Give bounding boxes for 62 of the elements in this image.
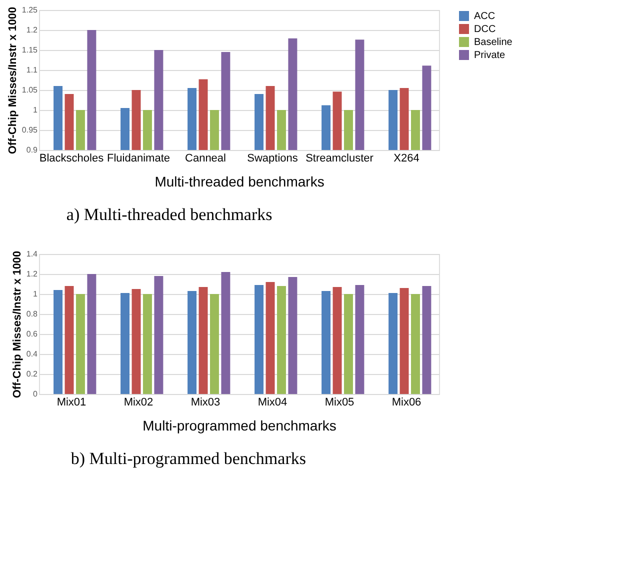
bar (64, 286, 74, 394)
bar (210, 294, 219, 394)
x-axis-title: Multi-threaded benchmarks (154, 174, 324, 190)
x-tick-label: Mix05 (324, 396, 354, 408)
x-tick-label: Blackscholes (39, 152, 104, 164)
bar (355, 285, 364, 394)
x-tick-label: Mix04 (258, 396, 288, 408)
bar (120, 293, 130, 394)
y-tick-label: 0 (33, 390, 38, 398)
bar (276, 286, 286, 394)
y-axis-title: Off-Chip Misses/Instr x 1000 (11, 250, 24, 398)
x-tick-label: X264 (394, 152, 420, 164)
y-tick-label: 1.2 (26, 26, 38, 34)
y-tick-label: 0.4 (26, 350, 38, 358)
legend-label: Baseline (474, 37, 513, 48)
text: b) Multi-programmed benchmarks (70, 449, 306, 468)
bar (388, 293, 398, 394)
bar (221, 272, 230, 394)
bar (344, 294, 353, 394)
bar (154, 276, 164, 394)
x-tick-label: Mix06 (392, 396, 422, 408)
bar (132, 289, 141, 394)
y-tick-label: 1.1 (26, 66, 38, 74)
bar (288, 277, 298, 394)
x-tick-label: Swaptions (247, 152, 298, 164)
y-tick-label: 1 (33, 290, 38, 298)
bar (266, 282, 275, 394)
bar (254, 285, 264, 394)
bar (188, 291, 197, 394)
bar (76, 294, 85, 394)
legend-label: Private (474, 50, 506, 61)
y-tick-label: 1.25 (22, 6, 38, 14)
y-tick-label: 1.4 (26, 250, 38, 258)
x-tick-label: Fluidanimate (107, 152, 170, 164)
y-tick-label: 0.8 (26, 310, 38, 318)
x-tick-label: Canneal (185, 152, 226, 164)
y-axis-title: Off-Chip Misses/Instr x 1000 (6, 6, 19, 154)
y-tick-label: 1.15 (22, 46, 38, 54)
y-tick-label: 1.2 (26, 270, 38, 278)
x-tick-label: Streamcluster (306, 152, 374, 164)
bar (422, 286, 432, 394)
y-tick-label: 1 (33, 106, 38, 114)
bar (400, 288, 409, 394)
y-tick-label: 0.95 (22, 126, 38, 134)
legend-label: DCC (474, 24, 496, 35)
y-tick-label: 0.2 (26, 370, 38, 378)
x-tick-label: Mix02 (124, 396, 154, 408)
y-tick-label: 0.6 (26, 330, 38, 338)
bar (332, 287, 342, 394)
bar (410, 294, 420, 394)
bar (87, 274, 96, 394)
x-tick-label: Mix03 (190, 396, 220, 408)
bar (54, 290, 63, 394)
y-tick-label: 1.05 (22, 86, 38, 94)
text: a) Multi-threaded benchmarks (66, 205, 272, 224)
y-tick-label: 0.9 (26, 146, 38, 154)
bar (198, 287, 208, 394)
bar (142, 294, 152, 394)
x-tick-label: Mix01 (56, 396, 86, 408)
x-axis-title: Multi-programmed benchmarks (142, 418, 336, 434)
legend-label: ACC (474, 11, 496, 22)
bar (322, 291, 331, 394)
